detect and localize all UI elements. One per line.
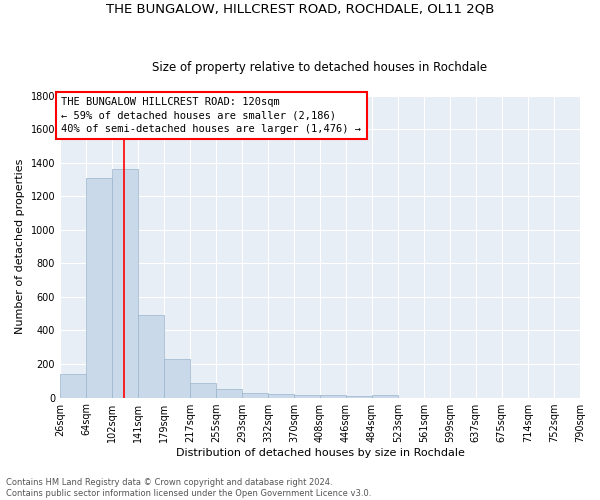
Bar [60, 374, 86, 398]
Bar [372, 395, 398, 398]
Bar [346, 396, 372, 398]
Bar [86, 178, 112, 398]
Title: Size of property relative to detached houses in Rochdale: Size of property relative to detached ho… [152, 60, 488, 74]
X-axis label: Distribution of detached houses by size in Rochdale: Distribution of detached houses by size … [176, 448, 464, 458]
Bar [164, 359, 190, 398]
Text: THE BUNGALOW HILLCREST ROAD: 120sqm
← 59% of detached houses are smaller (2,186): THE BUNGALOW HILLCREST ROAD: 120sqm ← 59… [61, 97, 361, 134]
Bar [320, 395, 346, 398]
Text: THE BUNGALOW, HILLCREST ROAD, ROCHDALE, OL11 2QB: THE BUNGALOW, HILLCREST ROAD, ROCHDALE, … [106, 2, 494, 16]
Bar [112, 170, 139, 398]
Text: Contains HM Land Registry data © Crown copyright and database right 2024.
Contai: Contains HM Land Registry data © Crown c… [6, 478, 371, 498]
Bar [139, 316, 164, 398]
Bar [294, 395, 320, 398]
Bar [242, 392, 268, 398]
Y-axis label: Number of detached properties: Number of detached properties [15, 159, 25, 334]
Bar [190, 384, 216, 398]
Bar [268, 394, 294, 398]
Bar [216, 389, 242, 398]
